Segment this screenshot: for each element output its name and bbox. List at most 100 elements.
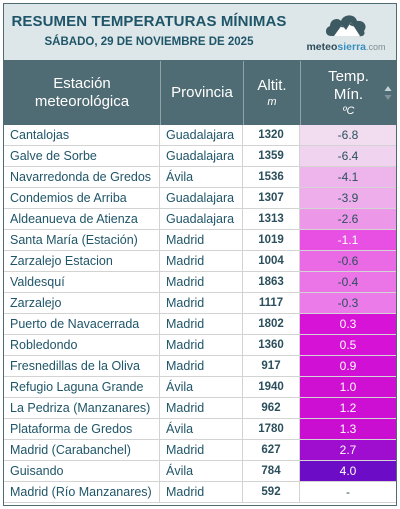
table-row[interactable]: Robledondo Madrid 1360 0.5: [4, 335, 396, 356]
province-cell: Guadalajara: [160, 146, 243, 166]
logo-word-meteo: meteo: [306, 41, 338, 53]
station-cell: Plataforma de Gredos: [4, 419, 160, 439]
altitude-cell: 1780: [243, 419, 300, 439]
station-cell: Puerto de Navacerrada: [4, 314, 160, 334]
altitude-cell: 592: [243, 482, 300, 502]
column-header-station[interactable]: Estación meteorológica: [4, 61, 160, 125]
table-row[interactable]: Valdesquí Madrid 1863 -0.4: [4, 272, 396, 293]
column-header-province[interactable]: Provincia: [160, 61, 243, 125]
report-title: RESUMEN TEMPERATURAS MÍNIMAS: [11, 13, 287, 30]
table-row[interactable]: Aldeanueva de Atienza Guadalajara 1313 -2.6: [4, 209, 396, 230]
table-row[interactable]: Zarzalejo Estacion Madrid 1004 -0.6: [4, 251, 396, 272]
station-header-line-1: Estación: [53, 75, 111, 92]
table-row[interactable]: Madrid (Río Manzanares) Madrid 592-: [4, 482, 396, 503]
station-cell: Aldeanueva de Atienza: [4, 209, 160, 229]
temp-min-cell: 0.9: [300, 356, 396, 376]
province-cell: Madrid: [160, 398, 243, 418]
province-cell: Madrid: [160, 251, 243, 271]
province-cell: Guadalajara: [160, 125, 243, 145]
altitude-cell: 1320: [243, 125, 300, 145]
altitude-cell: 1019: [243, 230, 300, 250]
sort-arrows-icon[interactable]: [384, 85, 392, 101]
altitude-cell: 1313: [243, 209, 300, 229]
altitude-cell: 1307: [243, 188, 300, 208]
altitude-cell: 1359: [243, 146, 300, 166]
altitude-cell: 1536: [243, 167, 300, 187]
table-row[interactable]: Madrid (Carabanchel) Madrid 627 2.7: [4, 440, 396, 461]
temp-min-cell: -3.9: [300, 188, 396, 208]
temp-min-cell: -4.1: [300, 167, 396, 187]
logo-domain: .com: [366, 42, 386, 52]
station-cell: Santa María (Estación): [4, 230, 160, 250]
province-header-label: Provincia: [171, 84, 233, 101]
table-row[interactable]: Fresnedillas de la Oliva Madrid 917 0.9: [4, 356, 396, 377]
province-cell: Guadalajara: [160, 209, 243, 229]
station-header-line-2: meteorológica: [34, 93, 130, 110]
temp-min-cell: -0.3: [300, 293, 396, 313]
cloud-mountain-icon: [325, 15, 366, 37]
altitude-cell: 1004: [243, 251, 300, 271]
table-row[interactable]: Cantalojas Guadalajara 1320 -6.8: [4, 125, 396, 146]
province-cell: Madrid: [160, 335, 243, 355]
table-row[interactable]: Santa María (Estación) Madrid 1019 -1.1: [4, 230, 396, 251]
province-cell: Madrid: [160, 482, 243, 502]
temp-header-line-2: Mín.: [333, 86, 364, 103]
column-header-temp-min[interactable]: Temp. Mín. ºC: [300, 61, 396, 125]
altitude-unit: m: [267, 96, 277, 108]
station-cell: Condemios de Arriba: [4, 188, 160, 208]
altitude-cell: 1117: [243, 293, 300, 313]
column-header-altitude[interactable]: Altit. m: [243, 61, 300, 125]
province-cell: Madrid: [160, 314, 243, 334]
station-cell: Madrid (Carabanchel): [4, 440, 160, 460]
temp-min-cell: -2.6: [300, 209, 396, 229]
province-cell: Madrid: [160, 230, 243, 250]
table-row[interactable]: Refugio Laguna Grande Ávila 1940 1.0: [4, 377, 396, 398]
table-row[interactable]: Puerto de Navacerrada Madrid 1802 0.3: [4, 314, 396, 335]
meteosierra-logo[interactable]: meteosierra.com: [300, 10, 392, 56]
temp-header-line-1: Temp.: [328, 68, 369, 85]
station-cell: Cantalojas: [4, 125, 160, 145]
table-row[interactable]: Condemios de Arriba Guadalajara 1307 -3.9: [4, 188, 396, 209]
temp-min-cell: 1.3: [300, 419, 396, 439]
station-cell: Madrid (Río Manzanares): [4, 482, 160, 502]
province-cell: Ávila: [160, 377, 243, 397]
temp-min-cell: -6.8: [300, 125, 396, 145]
altitude-cell: 1863: [243, 272, 300, 292]
station-cell: Zarzalejo: [4, 293, 160, 313]
station-cell: Zarzalejo Estacion: [4, 251, 160, 271]
temperature-summary-panel: RESUMEN TEMPERATURAS MÍNIMAS SÁBADO, 29 …: [3, 3, 397, 506]
temp-min-cell: 1.0: [300, 377, 396, 397]
altitude-cell: 962: [243, 398, 300, 418]
logo-word-sierra: sierra: [337, 41, 367, 53]
table-row[interactable]: Guisando Ávila 784 4.0: [4, 461, 396, 482]
temp-unit: ºC: [342, 105, 355, 117]
table-row[interactable]: Navarredonda de Gredos Ávila 1536 -4.1: [4, 167, 396, 188]
station-cell: Galve de Sorbe: [4, 146, 160, 166]
table-header: Estación meteorológica Provincia Altit. …: [4, 61, 396, 125]
province-cell: Madrid: [160, 272, 243, 292]
station-cell: La Pedriza (Manzanares): [4, 398, 160, 418]
altitude-cell: 627: [243, 440, 300, 460]
logo-wordmark: meteosierra.com: [300, 41, 392, 53]
temp-min-cell: -6.4: [300, 146, 396, 166]
temp-min-cell: 2.7: [300, 440, 396, 460]
province-cell: Guadalajara: [160, 188, 243, 208]
table-row[interactable]: Plataforma de Gredos Ávila 1780 1.3: [4, 419, 396, 440]
altitude-header-label: Altit.: [257, 77, 287, 94]
temp-min-cell: -: [300, 482, 396, 502]
temp-min-cell: 4.0: [300, 461, 396, 481]
report-date: SÁBADO, 29 DE NOVIEMBRE DE 2025: [44, 36, 254, 48]
altitude-cell: 1360: [243, 335, 300, 355]
table-row[interactable]: Galve de Sorbe Guadalajara 1359 -6.4: [4, 146, 396, 167]
report-header: RESUMEN TEMPERATURAS MÍNIMAS SÁBADO, 29 …: [4, 4, 396, 61]
province-cell: Madrid: [160, 293, 243, 313]
table-row[interactable]: Zarzalejo Madrid 1117 -0.3: [4, 293, 396, 314]
altitude-cell: 784: [243, 461, 300, 481]
temp-min-cell: 0.3: [300, 314, 396, 334]
province-cell: Ávila: [160, 419, 243, 439]
table-row[interactable]: La Pedriza (Manzanares) Madrid 962 1.2: [4, 398, 396, 419]
temp-min-cell: 1.2: [300, 398, 396, 418]
station-cell: Fresnedillas de la Oliva: [4, 356, 160, 376]
temp-min-cell: 0.5: [300, 335, 396, 355]
temp-min-cell: -1.1: [300, 230, 396, 250]
